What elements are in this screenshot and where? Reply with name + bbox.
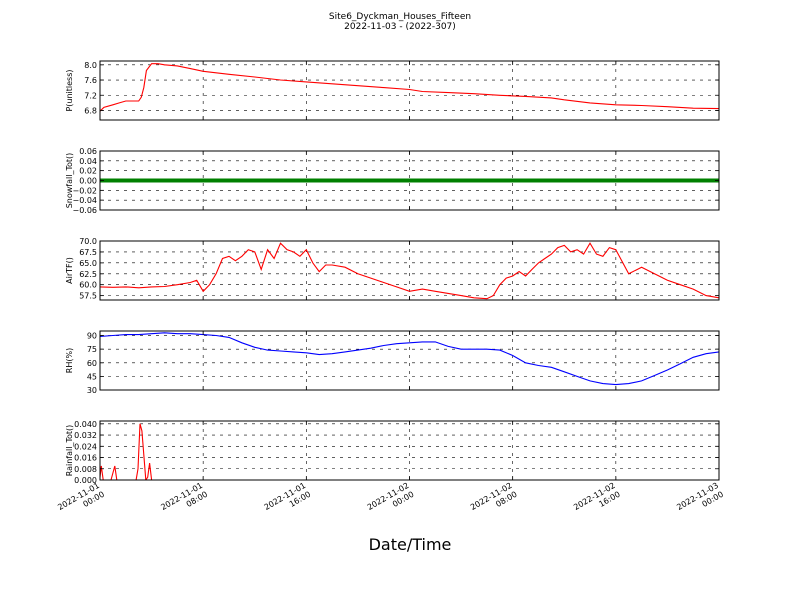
y-axis-label: Rainfall_Tot() — [65, 425, 74, 477]
x-tick-label: 2022-11-0300:00 — [675, 481, 725, 521]
x-tick-label: 2022-11-0216:00 — [572, 481, 622, 521]
y-axis-label: Snowfall_Tot() — [65, 153, 74, 209]
series-line — [100, 423, 719, 480]
panel-5: 0.000 0.008 0.016 0.024 0.032 0.040Rainfall_T… — [65, 420, 720, 485]
chart-title: Site6_Dyckman_Houses_Fifteen — [329, 12, 471, 22]
panel-1: 6.8 7.2 7.6 8.0 P(unitless) — [65, 60, 720, 121]
y-axis-label: AirTF() — [65, 257, 74, 284]
chart-subtitle: 2022-11-03 - (2022-307) — [344, 22, 456, 32]
y-tick-label: 30 — [87, 386, 97, 395]
x-tick-label: 2022-11-0200:00 — [366, 481, 416, 521]
y-tick-label: 0.02 — [79, 167, 97, 176]
y-tick-label: 0.040 — [74, 420, 97, 429]
y-tick-label: 62.5 — [79, 270, 97, 279]
y-tick-label: 0.06 — [79, 147, 97, 156]
panel-4: 30 45 60 75 90 RH(%) — [65, 330, 720, 395]
panel-3: 57.5 60.0 62.5 65.0 67.5 70.0 AirTF() — [65, 237, 720, 301]
y-tick-label: −0.04 — [72, 196, 97, 205]
x-axis-ticks: 2022-11-0100:00 2022-11-0108:00 2022-11-01… — [56, 481, 725, 521]
x-axis-label: Date/Time — [369, 535, 452, 554]
y-tick-label: 45 — [87, 372, 97, 381]
x-tick-label: 2022-11-0208:00 — [469, 481, 519, 521]
y-tick-label: −0.06 — [72, 206, 97, 215]
y-tick-label: 8.0 — [84, 61, 97, 70]
y-tick-label: 0.04 — [79, 157, 97, 166]
x-tick-label: 2022-11-0100:00 — [56, 481, 106, 521]
y-tick-label: 75 — [87, 345, 97, 354]
x-tick-label: 2022-11-0116:00 — [263, 481, 313, 521]
y-tick-label: 0.016 — [74, 454, 97, 463]
y-tick-label: 0.000 — [74, 476, 97, 485]
y-tick-label: 0.032 — [74, 431, 97, 440]
y-tick-label: 67.5 — [79, 248, 97, 257]
y-tick-label: 0.008 — [74, 465, 97, 474]
y-tick-label: 65.0 — [79, 259, 97, 268]
y-tick-label: 7.2 — [84, 91, 97, 100]
y-tick-label: −0.02 — [72, 186, 97, 195]
series-line — [100, 242, 719, 300]
y-axis-label: RH(%) — [65, 348, 74, 373]
x-tick-label: 2022-11-0108:00 — [159, 481, 209, 521]
y-tick-label: 60.0 — [79, 281, 97, 290]
y-tick-label: 90 — [87, 332, 97, 341]
series-line — [100, 63, 719, 112]
y-tick-label: 60 — [87, 359, 97, 368]
y-tick-label: 6.8 — [84, 106, 97, 115]
chart-panels: 6.87.27.68.0P(unitless)−0.06−0.04−0.020.… — [65, 60, 720, 485]
panel-2: −0.06−0.04−0.020.000.020.040.06 Snowfall_… — [65, 147, 720, 215]
y-tick-label: 70.0 — [79, 237, 97, 246]
y-tick-label: 0.00 — [79, 177, 97, 186]
y-tick-label: 0.024 — [74, 442, 97, 451]
y-tick-label: 57.5 — [79, 292, 97, 301]
y-axis-label: P(unitless) — [65, 69, 74, 111]
y-tick-label: 7.6 — [84, 76, 97, 85]
